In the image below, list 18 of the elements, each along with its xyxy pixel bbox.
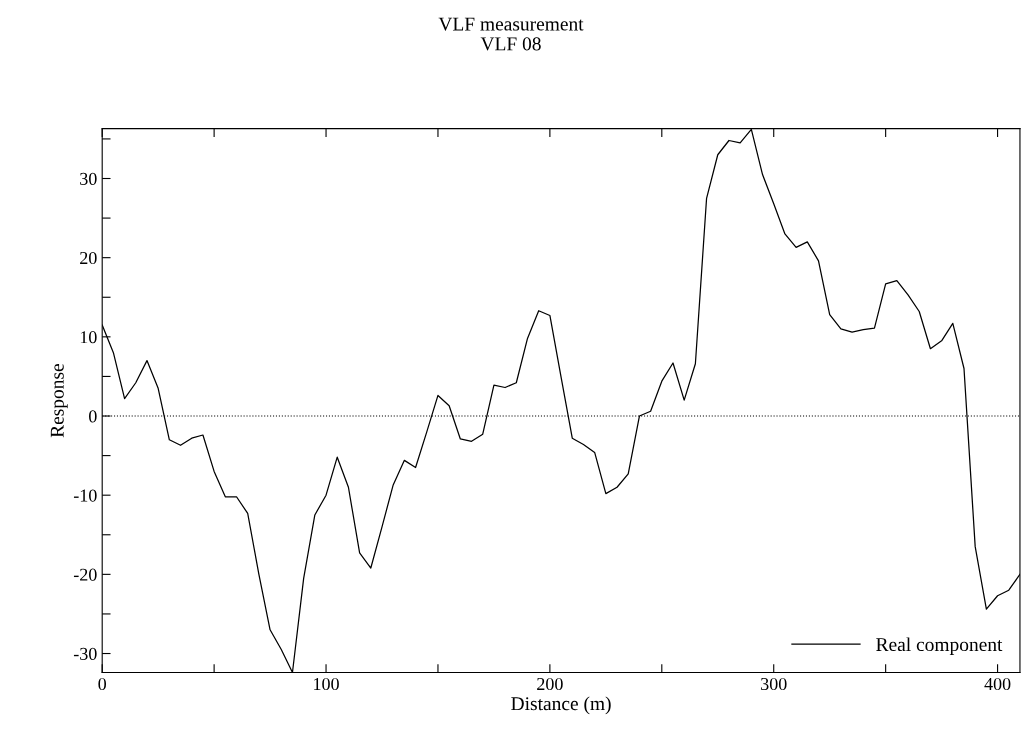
y-tick-label: -10 [73, 489, 97, 502]
y-tick-label: 0 [89, 410, 97, 423]
chart-subtitle: VLF 08 [480, 37, 541, 51]
y-tick-label: 20 [80, 251, 97, 265]
x-tick-label: 0 [98, 677, 107, 691]
x-tick-label: 200 [537, 677, 563, 691]
x-axis-title: Distance (m) [511, 696, 611, 715]
y-tick-label: -20 [73, 568, 97, 581]
y-axis-title: Response [50, 363, 68, 438]
y-tick-label: 30 [80, 172, 97, 185]
line-series [102, 128, 1020, 673]
y-tick-label: -30 [73, 647, 97, 660]
x-tick-label: 300 [761, 677, 787, 691]
x-tick-label: 400 [984, 677, 1011, 691]
x-tick-label: 100 [314, 677, 339, 691]
chart-title: VLF measurement [438, 17, 584, 31]
y-tick-label: 10 [80, 331, 97, 344]
legend-label: Real component [876, 637, 1003, 656]
